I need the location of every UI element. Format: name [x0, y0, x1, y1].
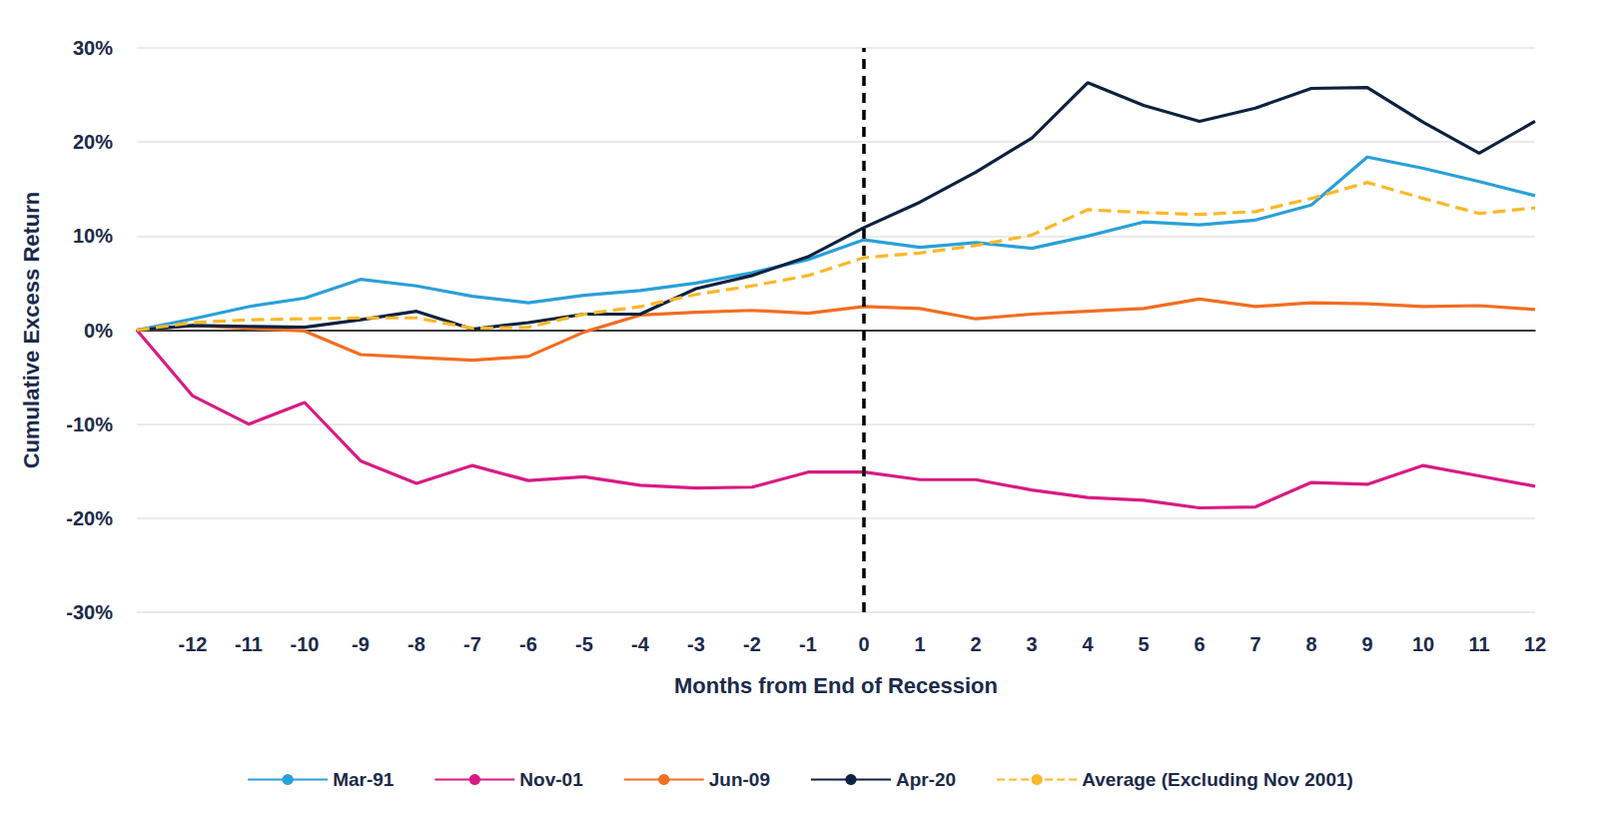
svg-text:-5: -5 [575, 633, 594, 656]
svg-text:-6: -6 [519, 633, 538, 656]
svg-text:Cumulative Excess Return: Cumulative Excess Return [18, 191, 44, 470]
svg-text:11: 11 [1468, 633, 1490, 656]
svg-text:-30%: -30% [65, 601, 113, 624]
svg-text:9: 9 [1361, 633, 1373, 656]
svg-text:12: 12 [1524, 633, 1547, 656]
svg-text:10%: 10% [72, 224, 113, 247]
svg-text:0: 0 [857, 633, 869, 656]
svg-text:30%: 30% [72, 36, 113, 59]
svg-text:Apr-20: Apr-20 [895, 769, 956, 791]
svg-text:6: 6 [1193, 633, 1205, 656]
svg-text:-12: -12 [178, 633, 208, 656]
svg-text:-4: -4 [631, 633, 651, 656]
svg-text:Average (Excluding Nov 2001): Average (Excluding Nov 2001) [1081, 769, 1354, 791]
svg-text:7: 7 [1249, 633, 1261, 656]
svg-text:Nov-01: Nov-01 [519, 769, 584, 791]
svg-text:-7: -7 [463, 633, 482, 656]
svg-text:1: 1 [913, 633, 925, 656]
svg-text:10: 10 [1412, 633, 1435, 656]
svg-text:-10: -10 [290, 633, 320, 656]
svg-text:-11: -11 [234, 633, 263, 656]
svg-text:-1: -1 [799, 633, 817, 656]
svg-text:0%: 0% [83, 319, 113, 342]
svg-text:-3: -3 [687, 633, 706, 656]
svg-text:4: 4 [1081, 633, 1094, 656]
svg-text:-2: -2 [743, 633, 762, 656]
svg-text:2: 2 [969, 633, 981, 656]
svg-text:20%: 20% [72, 130, 113, 153]
svg-text:Mar-91: Mar-91 [332, 769, 395, 791]
svg-text:-20%: -20% [65, 507, 113, 530]
svg-text:Months from End of Recession: Months from End of Recession [674, 673, 998, 699]
svg-text:-9: -9 [351, 633, 370, 656]
svg-text:3: 3 [1025, 633, 1037, 656]
svg-text:8: 8 [1305, 633, 1317, 656]
svg-text:-8: -8 [407, 633, 426, 656]
svg-text:Jun-09: Jun-09 [709, 769, 771, 791]
svg-text:5: 5 [1137, 633, 1149, 656]
svg-text:-10%: -10% [65, 413, 113, 436]
